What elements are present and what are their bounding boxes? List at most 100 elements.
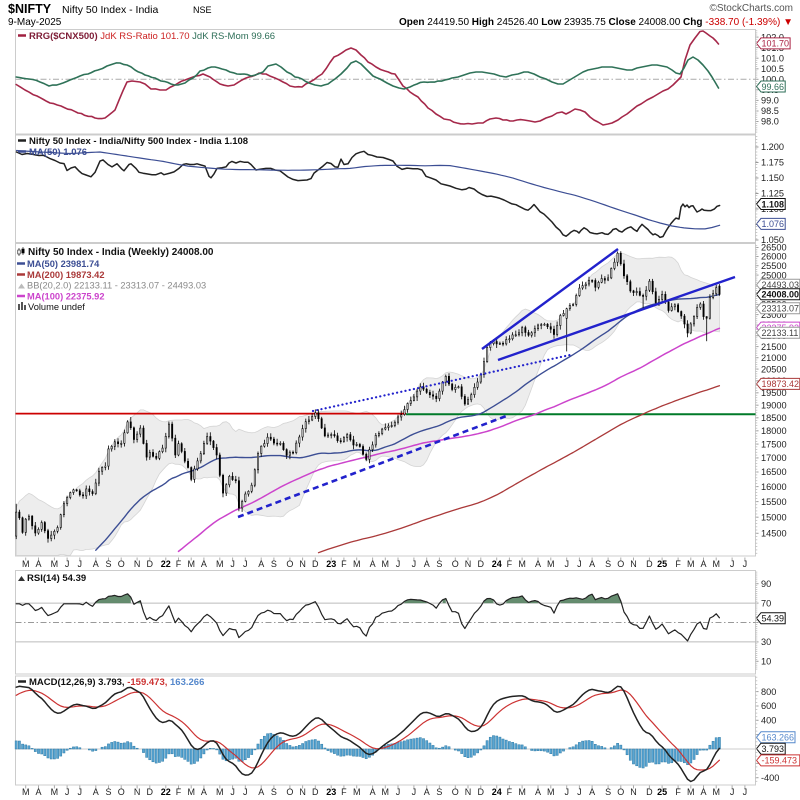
- svg-text:S: S: [105, 559, 111, 569]
- svg-text:S: S: [605, 559, 611, 569]
- svg-text:102.0: 102.0: [761, 32, 784, 42]
- svg-text:J: J: [412, 787, 417, 797]
- svg-text:M: M: [22, 787, 30, 797]
- svg-text:101.0: 101.0: [761, 53, 784, 63]
- svg-text:24: 24: [492, 787, 502, 797]
- svg-text:1.050: 1.050: [761, 235, 784, 245]
- svg-text:J: J: [230, 559, 235, 569]
- svg-text:D: D: [312, 787, 319, 797]
- svg-text:Nifty 50 Index - India/Nifty 5: Nifty 50 Index - India/Nifty 500 Index -…: [29, 136, 248, 147]
- svg-text:10: 10: [761, 657, 771, 667]
- svg-text:J: J: [230, 787, 235, 797]
- svg-text:J: J: [730, 787, 735, 797]
- svg-text:N: N: [465, 787, 472, 797]
- svg-text:©StockCharts.com: ©StockCharts.com: [709, 3, 793, 14]
- svg-text:J: J: [78, 787, 83, 797]
- svg-text:23000: 23000: [761, 310, 787, 320]
- svg-text:$NIFTY: $NIFTY: [8, 2, 52, 16]
- svg-text:22133.11: 22133.11: [762, 328, 799, 338]
- svg-text:A: A: [35, 787, 41, 797]
- svg-text:A: A: [370, 787, 376, 797]
- svg-text:M: M: [353, 559, 361, 569]
- svg-text:A: A: [700, 787, 706, 797]
- svg-text:26000: 26000: [761, 252, 787, 262]
- svg-text:O: O: [286, 787, 293, 797]
- svg-text:F: F: [675, 559, 681, 569]
- svg-text:J: J: [577, 559, 582, 569]
- svg-text:400: 400: [761, 716, 776, 726]
- svg-text:D: D: [646, 559, 653, 569]
- svg-text:D: D: [147, 559, 154, 569]
- svg-text:S: S: [605, 787, 611, 797]
- svg-text:N: N: [299, 559, 306, 569]
- svg-text:22: 22: [161, 787, 171, 797]
- svg-text:S: S: [271, 559, 277, 569]
- svg-text:S: S: [271, 787, 277, 797]
- svg-text:D: D: [478, 559, 485, 569]
- svg-text:25: 25: [657, 787, 667, 797]
- svg-text:A: A: [424, 559, 430, 569]
- svg-text:22: 22: [161, 559, 171, 569]
- svg-text:21500: 21500: [761, 342, 787, 352]
- svg-text:600: 600: [761, 701, 776, 711]
- svg-text:23313.07: 23313.07: [762, 304, 800, 314]
- svg-text:NSE: NSE: [193, 5, 212, 15]
- svg-text:S: S: [105, 787, 111, 797]
- svg-text:24493.03: 24493.03: [762, 280, 800, 290]
- svg-text:A: A: [35, 559, 41, 569]
- svg-text:F: F: [341, 559, 347, 569]
- svg-text:16500: 16500: [761, 467, 787, 477]
- svg-text:M: M: [547, 559, 555, 569]
- svg-text:MA(50) 1.076: MA(50) 1.076: [29, 147, 87, 158]
- svg-text:99.0: 99.0: [761, 96, 779, 106]
- svg-text:A: A: [93, 559, 99, 569]
- svg-text:D: D: [646, 787, 653, 797]
- svg-text:23: 23: [326, 559, 336, 569]
- svg-text:A: A: [201, 559, 207, 569]
- svg-text:98.5: 98.5: [761, 106, 779, 116]
- svg-text:M: M: [216, 559, 224, 569]
- svg-text:F: F: [176, 559, 182, 569]
- svg-text:A: A: [535, 787, 541, 797]
- svg-text:M: M: [382, 559, 390, 569]
- svg-text:101.70: 101.70: [762, 39, 790, 49]
- svg-text:M: M: [687, 787, 695, 797]
- svg-text:1.200: 1.200: [761, 142, 784, 152]
- svg-text:J: J: [396, 559, 401, 569]
- svg-text:J: J: [65, 787, 70, 797]
- svg-text:16000: 16000: [761, 482, 787, 492]
- svg-text:24: 24: [492, 559, 502, 569]
- svg-text:-400: -400: [761, 773, 779, 783]
- svg-text:J: J: [564, 787, 569, 797]
- svg-text:A: A: [201, 787, 207, 797]
- svg-text:23: 23: [326, 787, 336, 797]
- svg-text:25000: 25000: [761, 270, 787, 280]
- svg-text:A: A: [370, 559, 376, 569]
- svg-text:1.175: 1.175: [761, 158, 784, 168]
- svg-text:O: O: [118, 559, 125, 569]
- svg-text:A: A: [258, 559, 264, 569]
- svg-text:F: F: [507, 559, 513, 569]
- svg-text:O: O: [286, 559, 293, 569]
- svg-text:1.125: 1.125: [761, 189, 784, 199]
- svg-text:M: M: [712, 787, 720, 797]
- svg-text:F: F: [176, 787, 182, 797]
- svg-text:100.0: 100.0: [761, 75, 784, 85]
- svg-text:Nifty 50 Index - India (Weekly: Nifty 50 Index - India (Weekly) 24008.00: [28, 247, 214, 258]
- svg-text:98.0: 98.0: [761, 117, 779, 127]
- svg-text:MA(50) 23981.74: MA(50) 23981.74: [27, 259, 100, 269]
- svg-text:1.108: 1.108: [762, 199, 785, 209]
- svg-text:19500: 19500: [761, 388, 787, 398]
- svg-text:17000: 17000: [761, 453, 787, 463]
- svg-text:N: N: [134, 559, 141, 569]
- svg-text:24008.00: 24008.00: [762, 290, 800, 300]
- svg-text:163.266: 163.266: [762, 733, 795, 743]
- svg-text:25: 25: [657, 559, 667, 569]
- svg-text:N: N: [134, 787, 141, 797]
- svg-text:MA(100) 22375.92: MA(100) 22375.92: [27, 292, 105, 302]
- svg-text:M: M: [187, 559, 195, 569]
- svg-text:M: M: [547, 787, 555, 797]
- svg-text:70: 70: [761, 598, 771, 608]
- svg-text:J: J: [412, 559, 417, 569]
- svg-text:F: F: [341, 787, 347, 797]
